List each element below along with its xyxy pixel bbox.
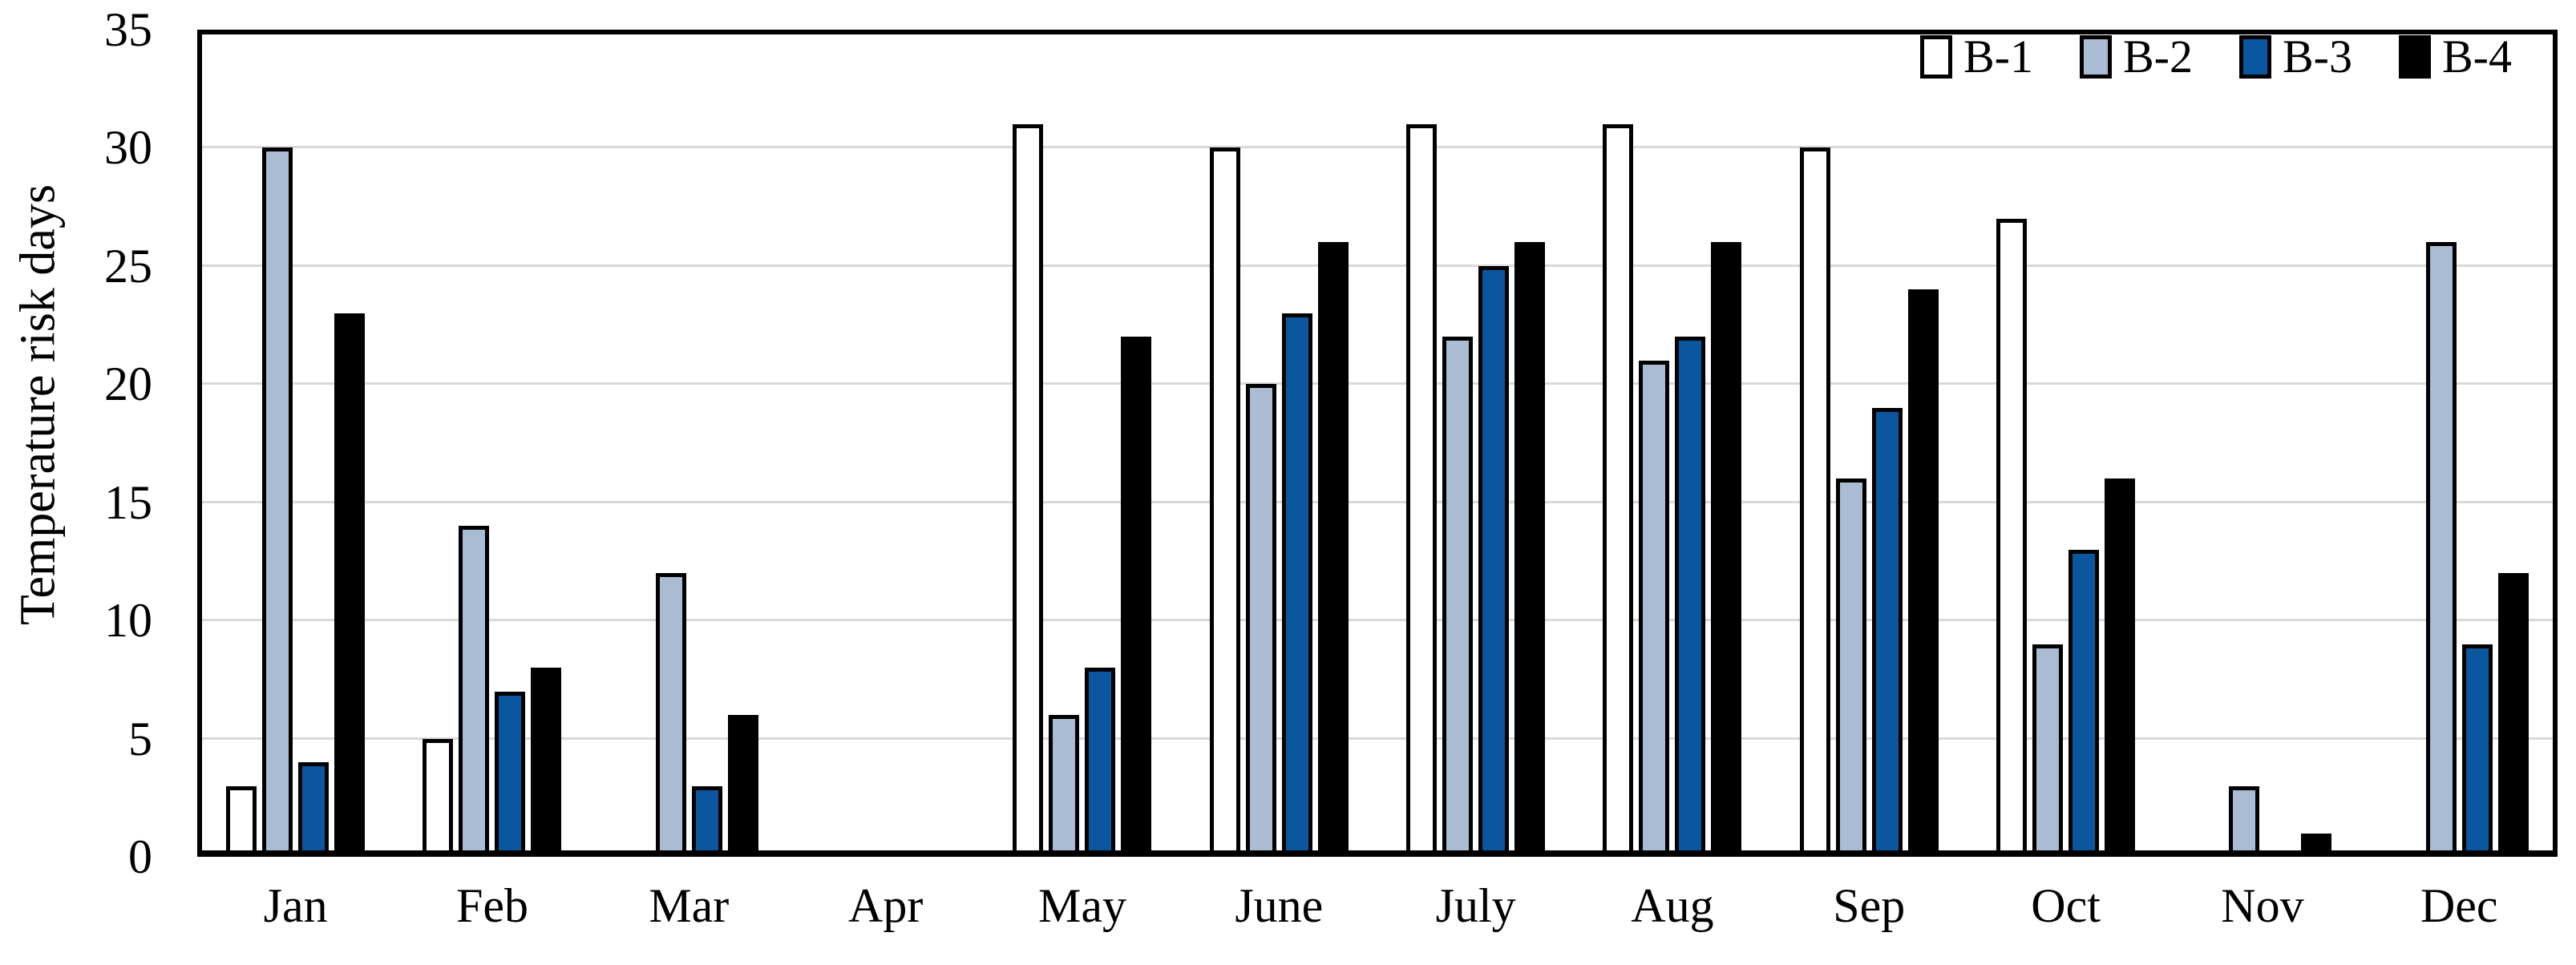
x-label-sep: Sep (1833, 879, 1906, 932)
x-label-jan: Jan (263, 879, 328, 932)
bar-b-4-july (1514, 242, 1546, 857)
bar-b-1-may (1013, 123, 1044, 857)
x-label-nov: Nov (2221, 879, 2304, 932)
bar-b-2-dec (2425, 242, 2457, 857)
bar-b-3-oct (2068, 549, 2100, 857)
y-tick-label-15: 15 (104, 475, 152, 529)
legend-item-b-1: B-1 (1920, 34, 2033, 80)
bar-group-dec (2361, 30, 2558, 857)
legend-label-b-2: B-2 (2123, 30, 2193, 83)
x-label-feb: Feb (455, 879, 528, 932)
bar-b-4-sep (1907, 289, 1939, 857)
x-label-aug: Aug (1631, 879, 1714, 932)
bar-b-2-mar (655, 573, 686, 857)
y-tick-label-30: 30 (104, 121, 152, 175)
bar-group-nov (2164, 30, 2360, 857)
x-label-july: July (1435, 879, 1516, 932)
x-label-oct: Oct (2031, 879, 2101, 932)
x-label-may: May (1037, 879, 1126, 932)
bar-b-2-feb (459, 526, 490, 857)
bar-b-2-may (1049, 715, 1080, 857)
legend-item-b-3: B-3 (2239, 34, 2352, 80)
gridline-y-10 (197, 619, 2558, 622)
legend-label-b-3: B-3 (2283, 30, 2352, 83)
legend-item-b-2: B-2 (2080, 34, 2193, 80)
bar-b-1-feb (423, 738, 454, 857)
bar-group-july (1377, 30, 1574, 857)
bar-b-2-oct (2032, 644, 2064, 857)
bar-group-sep (1771, 30, 1967, 857)
bar-b-2-sep (1835, 478, 1866, 857)
gridline-y-25 (197, 264, 2558, 267)
bar-b-4-feb (531, 668, 562, 857)
bar-b-1-aug (1603, 123, 1634, 857)
bar-group-june (1181, 30, 1377, 857)
bar-b-4-mar (727, 715, 758, 857)
bar-b-3-mar (691, 785, 722, 857)
bar-b-3-jan (298, 762, 330, 857)
bar-b-3-aug (1675, 337, 1706, 857)
gridline-y-30 (197, 146, 2558, 149)
bar-b-4-may (1121, 337, 1152, 857)
x-label-mar: Mar (649, 879, 730, 932)
bar-b-3-may (1085, 668, 1116, 857)
legend: B-1 B-2 B-3 B-4 (1920, 34, 2512, 80)
bar-b-1-july (1406, 123, 1438, 857)
legend-swatch-b-4 (2399, 35, 2431, 79)
legend-label-b-1: B-1 (1963, 30, 2033, 83)
legend-item-b-4: B-4 (2399, 34, 2512, 80)
y-tick-label-5: 5 (128, 712, 152, 765)
bar-b-4-oct (2105, 478, 2136, 857)
y-tick-label-20: 20 (104, 357, 152, 411)
x-label-dec: Dec (2420, 879, 2498, 932)
bar-b-3-dec (2461, 644, 2493, 857)
gridline-y-20 (197, 382, 2558, 386)
bar-b-4-jan (334, 313, 366, 857)
bar-b-2-nov (2229, 785, 2260, 857)
bar-b-3-feb (495, 691, 526, 857)
bar-group-jan (197, 30, 394, 857)
y-tick-label-35: 35 (104, 3, 152, 56)
legend-label-b-4: B-4 (2442, 30, 2512, 83)
legend-swatch-b-3 (2239, 35, 2271, 79)
gridline-y-15 (197, 500, 2558, 503)
bar-group-oct (1967, 30, 2164, 857)
bar-group-apr (787, 30, 984, 857)
bar-b-3-july (1478, 265, 1510, 857)
bar-b-4-nov (2301, 833, 2332, 857)
bar-b-1-june (1209, 147, 1240, 857)
bar-b-1-oct (1996, 218, 2028, 857)
bar-group-feb (394, 30, 590, 857)
bar-group-aug (1574, 30, 1770, 857)
bar-b-3-sep (1871, 407, 1903, 857)
plot-area (197, 30, 2558, 857)
bar-b-4-aug (1711, 242, 1742, 857)
bar-group-mar (591, 30, 787, 857)
x-label-apr: Apr (847, 879, 924, 932)
bar-b-4-dec (2497, 573, 2529, 857)
x-label-june: June (1235, 879, 1324, 932)
y-tick-label-0: 0 (128, 830, 152, 883)
x-axis-labels: Jan Feb Mar Apr May June July Aug Sep Oct Nov Dec (197, 874, 2558, 938)
legend-swatch-b-2 (2080, 35, 2112, 79)
bar-b-3-june (1281, 313, 1312, 857)
bar-group-may (984, 30, 1180, 857)
gridline-y-5 (197, 737, 2558, 740)
y-tick-label-10: 10 (104, 594, 152, 648)
bar-b-4-june (1317, 242, 1349, 857)
legend-swatch-b-1 (1920, 35, 1952, 79)
bar-b-1-sep (1799, 147, 1830, 857)
bar-b-2-aug (1639, 360, 1670, 857)
y-tick-label-25: 25 (104, 239, 152, 293)
bar-b-2-june (1245, 384, 1276, 857)
bar-b-2-jan (262, 147, 293, 857)
bar-b-1-jan (226, 785, 257, 857)
bar-b-2-july (1442, 337, 1474, 857)
